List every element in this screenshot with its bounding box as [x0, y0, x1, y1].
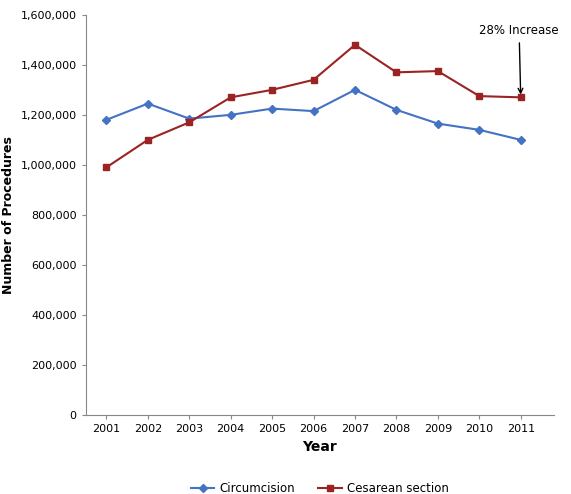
- Cesarean section: [144, 137, 151, 143]
- Line: Circumcision: Circumcision: [103, 87, 524, 143]
- Circumcision: [476, 127, 482, 133]
- X-axis label: Year: Year: [303, 440, 337, 453]
- Line: Cesarean section: Cesarean section: [103, 42, 524, 170]
- Circumcision: [103, 117, 110, 123]
- Y-axis label: Number of Procedures: Number of Procedures: [2, 136, 15, 294]
- Cesarean section: [186, 120, 192, 125]
- Legend: Circumcision, Cesarean section: Circumcision, Cesarean section: [186, 477, 453, 494]
- Circumcision: [144, 101, 151, 107]
- Circumcision: [352, 87, 359, 93]
- Circumcision: [435, 121, 441, 126]
- Cesarean section: [476, 93, 482, 99]
- Circumcision: [227, 112, 234, 118]
- Circumcision: [393, 107, 400, 113]
- Cesarean section: [352, 42, 359, 48]
- Cesarean section: [435, 68, 441, 74]
- Circumcision: [310, 108, 317, 114]
- Cesarean section: [393, 69, 400, 75]
- Circumcision: [517, 137, 524, 143]
- Circumcision: [186, 116, 192, 122]
- Cesarean section: [269, 87, 276, 93]
- Circumcision: [269, 106, 276, 112]
- Cesarean section: [517, 94, 524, 100]
- Cesarean section: [103, 165, 110, 170]
- Cesarean section: [310, 77, 317, 83]
- Cesarean section: [227, 94, 234, 100]
- Text: 28% Increase: 28% Increase: [479, 24, 559, 93]
